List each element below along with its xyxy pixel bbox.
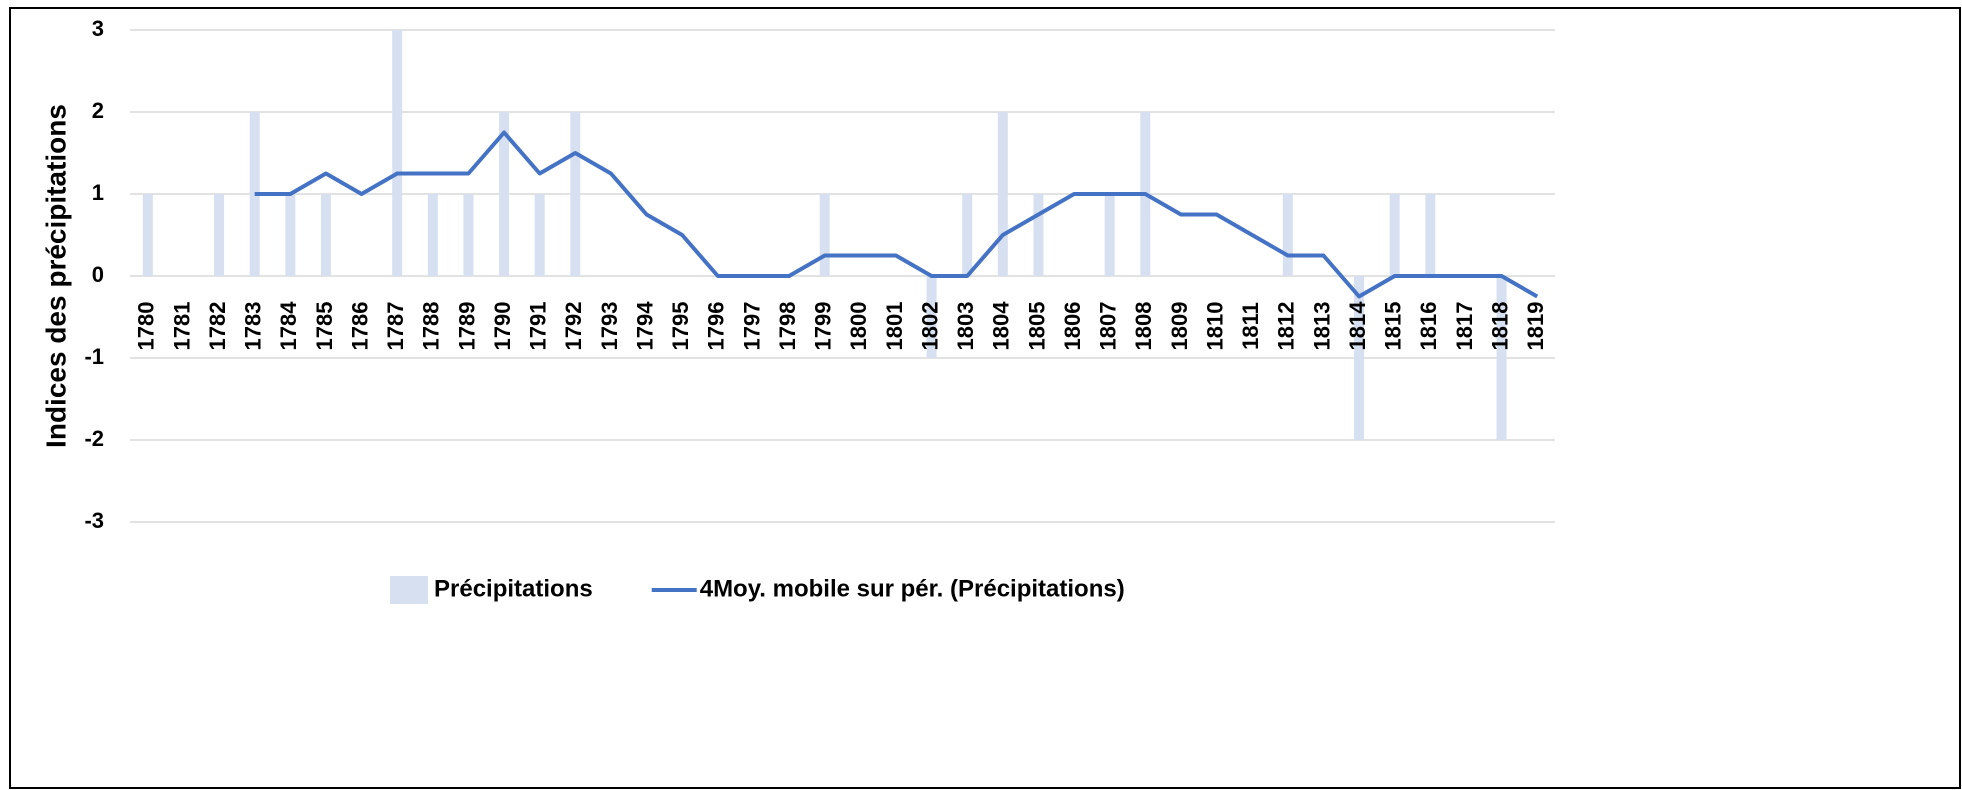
x-tick-label: 1801 bbox=[882, 302, 907, 351]
x-tick-label: 1811 bbox=[1238, 302, 1263, 350]
bar bbox=[1425, 194, 1436, 276]
bar bbox=[392, 30, 403, 276]
bar bbox=[819, 194, 830, 276]
legend-swatch bbox=[390, 576, 428, 604]
bar bbox=[285, 194, 296, 276]
y-tick-label: -3 bbox=[84, 508, 104, 533]
x-tick-label: 1786 bbox=[347, 302, 372, 351]
y-tick-label: -1 bbox=[84, 344, 104, 369]
x-tick-label: 1817 bbox=[1452, 302, 1477, 351]
bar bbox=[1354, 276, 1365, 440]
y-tick-label: 3 bbox=[92, 16, 104, 41]
x-tick-label: 1797 bbox=[739, 302, 764, 351]
bar bbox=[214, 194, 225, 276]
bar bbox=[499, 112, 510, 276]
x-tick-label: 1812 bbox=[1274, 302, 1299, 351]
y-tick-label: -2 bbox=[84, 426, 104, 451]
x-tick-label: 1794 bbox=[632, 301, 657, 351]
bar bbox=[570, 112, 581, 276]
line bbox=[254, 130, 1539, 299]
x-tick-label: 1799 bbox=[811, 302, 836, 351]
x-tick-label: 1782 bbox=[205, 302, 230, 351]
x-tick-label: 1787 bbox=[383, 302, 408, 351]
bar bbox=[534, 194, 545, 276]
x-tick-label: 1790 bbox=[490, 302, 515, 351]
x-tick-label: 1816 bbox=[1416, 302, 1441, 351]
x-tick-label: 1803 bbox=[953, 302, 978, 351]
x-tick-label: 1805 bbox=[1024, 302, 1049, 351]
x-tick-label: 1804 bbox=[989, 301, 1014, 351]
y-axis-label: Indices des précipitations bbox=[40, 104, 71, 448]
bar bbox=[1496, 276, 1507, 440]
x-tick-label: 1814 bbox=[1345, 301, 1370, 351]
x-tick-label: 1792 bbox=[561, 302, 586, 351]
chart-frame bbox=[9, 7, 1961, 789]
bar bbox=[1104, 194, 1115, 276]
y-tick-label: 0 bbox=[92, 262, 104, 287]
bar bbox=[1282, 194, 1293, 276]
x-tick-label: 1793 bbox=[597, 302, 622, 351]
legend-label: 4Moy. mobile sur pér. (Précipitations) bbox=[700, 575, 1125, 602]
x-tick-label: 1791 bbox=[526, 302, 551, 351]
bar bbox=[1033, 194, 1044, 276]
x-tick-label: 1781 bbox=[169, 302, 194, 351]
x-tick-label: 1807 bbox=[1096, 302, 1121, 351]
x-tick-label: 1809 bbox=[1167, 302, 1192, 351]
x-tick-label: 1806 bbox=[1060, 302, 1085, 351]
x-tick-label: 1813 bbox=[1309, 302, 1334, 351]
x-tick-label: 1785 bbox=[312, 302, 337, 351]
bar bbox=[427, 194, 438, 276]
bar bbox=[463, 194, 474, 276]
x-tick-label: 1783 bbox=[241, 302, 266, 351]
x-tick-label: 1780 bbox=[134, 302, 159, 351]
bar bbox=[1389, 194, 1400, 276]
x-tick-label: 1808 bbox=[1131, 302, 1156, 351]
x-tick-label: 1815 bbox=[1381, 302, 1406, 351]
x-tick-label: 1789 bbox=[454, 302, 479, 351]
y-tick-label: 2 bbox=[92, 98, 104, 123]
bar bbox=[962, 194, 973, 276]
bar bbox=[926, 276, 937, 358]
legend-label: Précipitations bbox=[434, 575, 593, 602]
x-tick-label: 1819 bbox=[1523, 302, 1548, 351]
bar bbox=[997, 112, 1008, 276]
x-tick-label: 1800 bbox=[846, 302, 871, 351]
x-tick-label: 1796 bbox=[704, 302, 729, 351]
x-tick-label: 1810 bbox=[1202, 302, 1227, 351]
x-tick-label: 1795 bbox=[668, 302, 693, 351]
x-tick-label: 1798 bbox=[775, 302, 800, 351]
x-tick-label: 1784 bbox=[276, 301, 301, 351]
x-tick-label: 1818 bbox=[1487, 302, 1512, 351]
bar bbox=[142, 194, 153, 276]
bar bbox=[320, 194, 331, 276]
x-tick-label: 1788 bbox=[419, 302, 444, 351]
x-tick-label: 1802 bbox=[917, 302, 942, 351]
y-tick-label: 1 bbox=[92, 180, 104, 205]
